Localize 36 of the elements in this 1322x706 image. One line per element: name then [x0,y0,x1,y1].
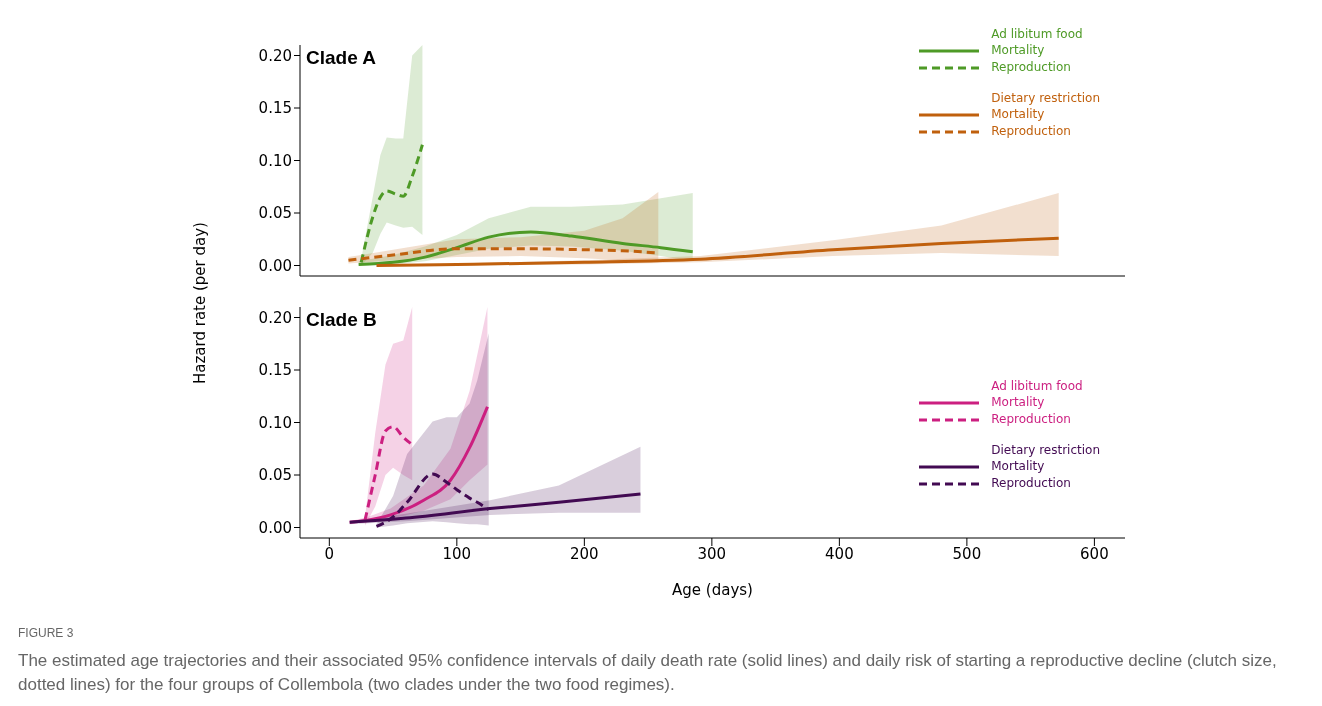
x-tick-label: 0 [324,544,335,563]
x-tick-label: 400 [825,544,854,563]
x-tick-label: 300 [697,544,727,563]
annotation: Dietary restriction [990,90,1100,106]
y-tick-label: 0.05 [258,204,292,222]
x-tick-label: 200 [570,544,599,563]
legend-label: Reproduction [991,411,1071,428]
y-tick-label: 0.10 [258,151,292,170]
annotation: Dietary restriction [990,442,1100,458]
y-tick-label: 0.00 [258,518,292,537]
y-tick-label: 0.00 [258,256,292,275]
annotation: Ad libitum food [990,378,1084,394]
y-tick-label: 0.15 [258,361,292,379]
chart-title: Clade A [306,47,377,69]
y-tick-label: 0.05 [258,466,292,484]
line-series [375,236,1061,267]
legend-label: Reproduction [991,59,1071,76]
legend-label: Reproduction [991,123,1071,140]
y-tick-label: 0.20 [258,308,292,327]
legend-label: Mortality [991,106,1045,123]
y-tick-label: 0.20 [258,46,292,65]
legend-label: Reproduction [991,475,1071,492]
chart-title: Clade B [306,309,377,331]
y-axis-title: Hazard rate (per day) [191,222,209,384]
x-tick-label: 600 [1080,544,1109,563]
legend-label: Mortality [991,458,1045,475]
y-tick-label: 0.15 [258,99,292,117]
legend-label: Mortality [991,42,1045,59]
y-tick-label: 0.10 [258,413,292,432]
legend-label: Mortality [991,394,1045,411]
text: Ad libitum food [990,26,1084,42]
text: The estimated age trajectories and their associated 95% confidence intervals of daily death rate (solid lines) and daily risk of starting a reproductive decline (clutch size, dotted lines) for the four groups of Collembola (two clades under the two food regimes). [18,650,1278,696]
x-tick-label: 100 [442,544,472,563]
x-axis-title: Age (days) [672,581,753,599]
x-tick-label: 500 [952,544,982,563]
caption: FIGURE 3 [18,625,75,642]
